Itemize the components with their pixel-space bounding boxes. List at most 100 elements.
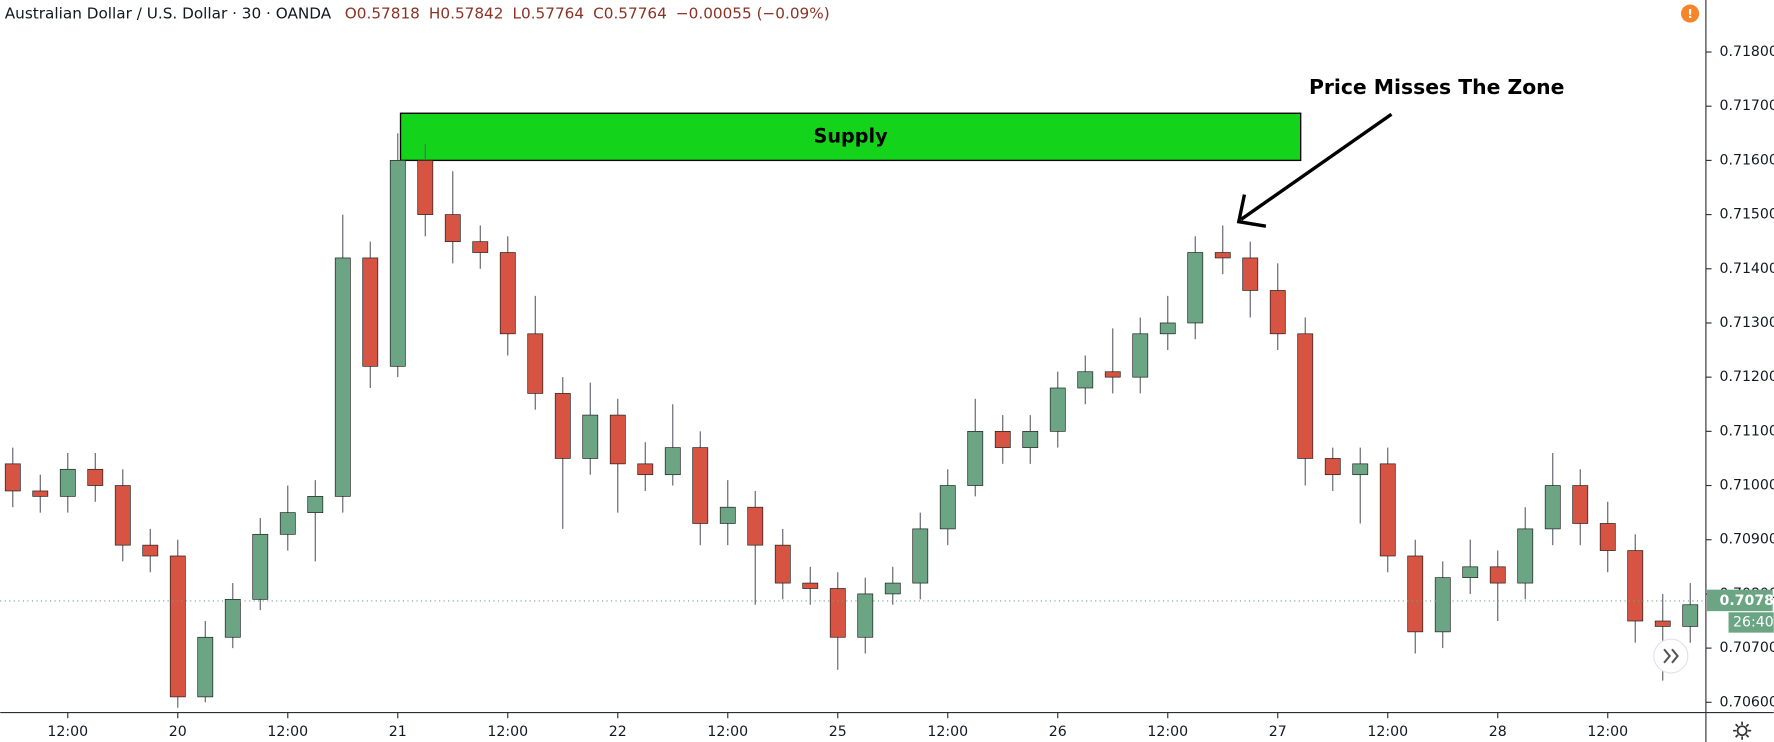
y-tick-label: 0.71200 — [1719, 369, 1774, 385]
candle-body — [1132, 333, 1149, 378]
candle-body — [32, 490, 49, 497]
candle-body — [1269, 290, 1286, 335]
x-tick-label: 28 — [1489, 724, 1507, 740]
candle-body — [582, 414, 599, 459]
x-tick-label: 27 — [1269, 724, 1287, 740]
x-tick-label: 21 — [389, 724, 407, 740]
candle-body — [307, 496, 324, 513]
candle-body — [1517, 528, 1534, 584]
x-tick-label: 12:00 — [1367, 724, 1408, 740]
ohlc-low: L0.57764 — [513, 4, 585, 22]
candle-body — [637, 463, 654, 476]
candle-body — [527, 333, 544, 394]
countdown-label: 26:40 — [1733, 614, 1774, 630]
y-tick-label: 0.71000 — [1719, 478, 1774, 494]
candle-body — [1077, 371, 1094, 389]
gear-teeth — [1733, 721, 1752, 740]
last-price-tag — [1707, 589, 1773, 612]
y-tick-label: 0.71700 — [1719, 98, 1774, 114]
y-tick-label: 0.71800 — [1719, 44, 1774, 60]
candle-body — [389, 160, 406, 367]
x-tick-label: 20 — [169, 724, 187, 740]
candle-body — [774, 544, 791, 584]
candle-body — [417, 160, 434, 215]
candle-body — [1489, 566, 1506, 584]
scroll-button[interactable] — [1653, 638, 1689, 674]
x-tick-label: 25 — [829, 724, 847, 740]
ohlc-high: H0.57842 — [429, 4, 504, 22]
candle-body — [169, 555, 186, 698]
candle-body — [829, 588, 846, 638]
candle-body — [747, 506, 764, 546]
candle-body — [719, 506, 736, 524]
candle-body — [197, 636, 214, 698]
candle-body — [692, 447, 709, 524]
gear-hub — [1736, 725, 1748, 737]
candle-body — [59, 468, 76, 497]
y-tick-label: 0.71300 — [1719, 315, 1774, 331]
candle-body — [1379, 463, 1396, 557]
candle-body — [857, 593, 874, 638]
candle-body — [1324, 458, 1341, 476]
candle-body — [114, 485, 131, 546]
candle-body — [1049, 387, 1066, 432]
candle-body — [224, 598, 241, 638]
candle-body — [802, 582, 819, 589]
candle-body — [87, 468, 104, 486]
candle-body — [1104, 371, 1121, 378]
zone-label: Supply — [814, 124, 889, 147]
candle-body — [1599, 523, 1616, 551]
y-tick-label: 0.71400 — [1719, 261, 1774, 277]
arrow-head — [1236, 194, 1267, 228]
x-tick-label: 12:00 — [927, 724, 968, 740]
x-tick-label: 12:00 — [1587, 724, 1628, 740]
candle-body — [939, 485, 956, 530]
candle-body — [334, 257, 351, 497]
candle-body — [252, 533, 269, 600]
alert-icon[interactable] — [1681, 4, 1700, 23]
scroll-chevron — [1663, 648, 1672, 664]
candle-body — [362, 257, 379, 367]
candle-body — [1352, 463, 1369, 476]
supply-zone — [399, 112, 1302, 162]
candle-body — [1187, 252, 1204, 324]
candle-body — [554, 393, 571, 459]
symbol: Australian Dollar / U.S. Dollar · 30 · O… — [5, 4, 332, 22]
scroll-chevron — [1671, 648, 1679, 664]
candle-body — [1242, 257, 1259, 291]
chart-header: Australian Dollar / U.S. Dollar · 30 · O… — [5, 4, 830, 22]
annotation-text: Price Misses The Zone — [1309, 75, 1565, 99]
y-tick-label: 0.70600 — [1719, 694, 1774, 710]
candle-body — [1572, 485, 1589, 524]
candle-body — [1214, 252, 1231, 259]
y-tick-label: 0.70900 — [1719, 532, 1774, 548]
x-tick-label: 12:00 — [707, 724, 748, 740]
alert-icon-glyph: ! — [1687, 6, 1693, 21]
candle-body — [142, 544, 159, 557]
candle-body — [1434, 577, 1451, 633]
candle-body — [1159, 322, 1176, 335]
candle-body — [472, 241, 489, 253]
x-tick-label: 26 — [1049, 724, 1067, 740]
candle-body — [967, 431, 984, 486]
candle-body — [1682, 604, 1699, 627]
y-tick-label: 0.71100 — [1719, 423, 1774, 439]
countdown-tag — [1728, 612, 1774, 633]
x-tick-label: 12:00 — [47, 724, 88, 740]
candle-body — [499, 252, 516, 335]
candle-body — [1407, 555, 1424, 633]
candle-body — [664, 447, 681, 476]
candle-body — [912, 528, 929, 584]
candle-body — [1654, 620, 1671, 627]
settings-gear[interactable] — [1733, 721, 1752, 740]
ohlc-open: O0.57818 — [345, 4, 420, 22]
y-tick-label: 0.70700 — [1719, 640, 1774, 656]
y-tick-label: 0.71600 — [1719, 152, 1774, 168]
candle-body — [609, 414, 626, 465]
x-tick-label: 12:00 — [487, 724, 528, 740]
candle-body — [444, 214, 461, 243]
plot-area: Supply — [0, 112, 1706, 708]
